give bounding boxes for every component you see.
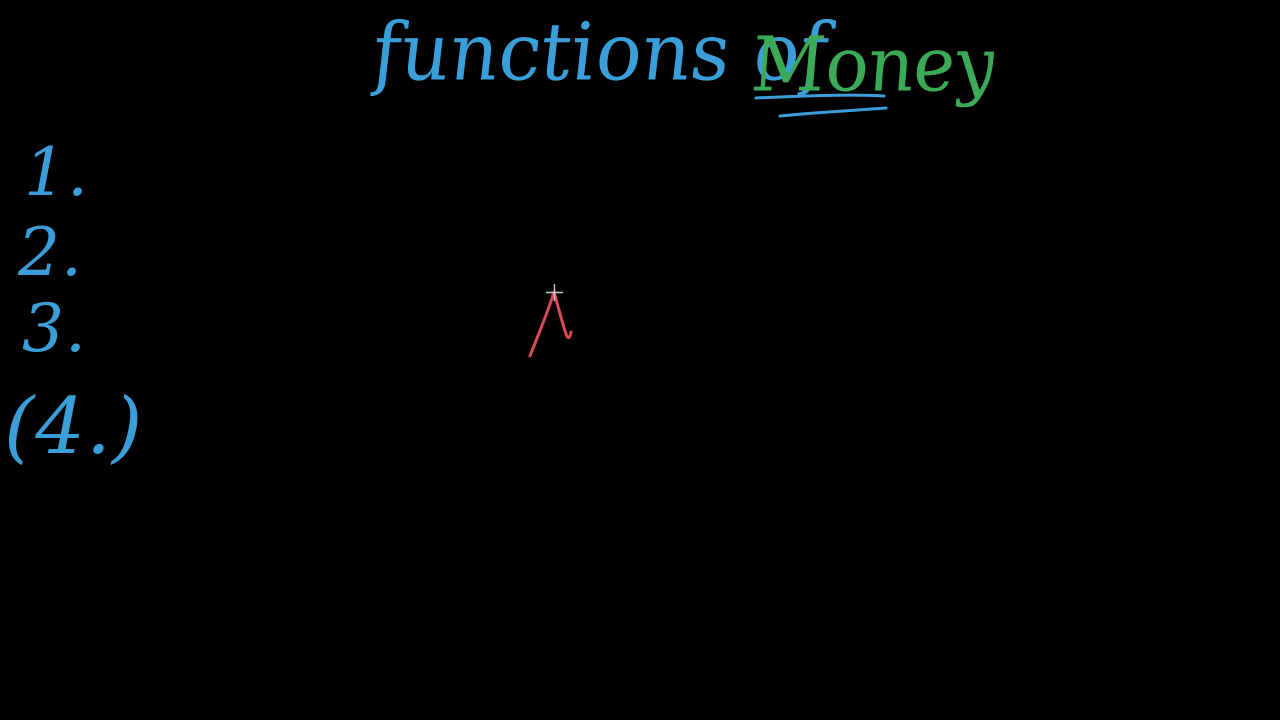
list-number-3: 3. bbox=[22, 290, 87, 367]
list-number-4: (4.) bbox=[4, 382, 144, 472]
crosshair-cursor-icon bbox=[546, 284, 563, 301]
red-ink-stroke bbox=[528, 290, 573, 358]
list-number-1: 1. bbox=[24, 134, 89, 211]
title-highlight-word: Money bbox=[747, 19, 999, 109]
list-number-2: 2. bbox=[18, 214, 83, 291]
underline-stroke-2 bbox=[778, 106, 888, 118]
